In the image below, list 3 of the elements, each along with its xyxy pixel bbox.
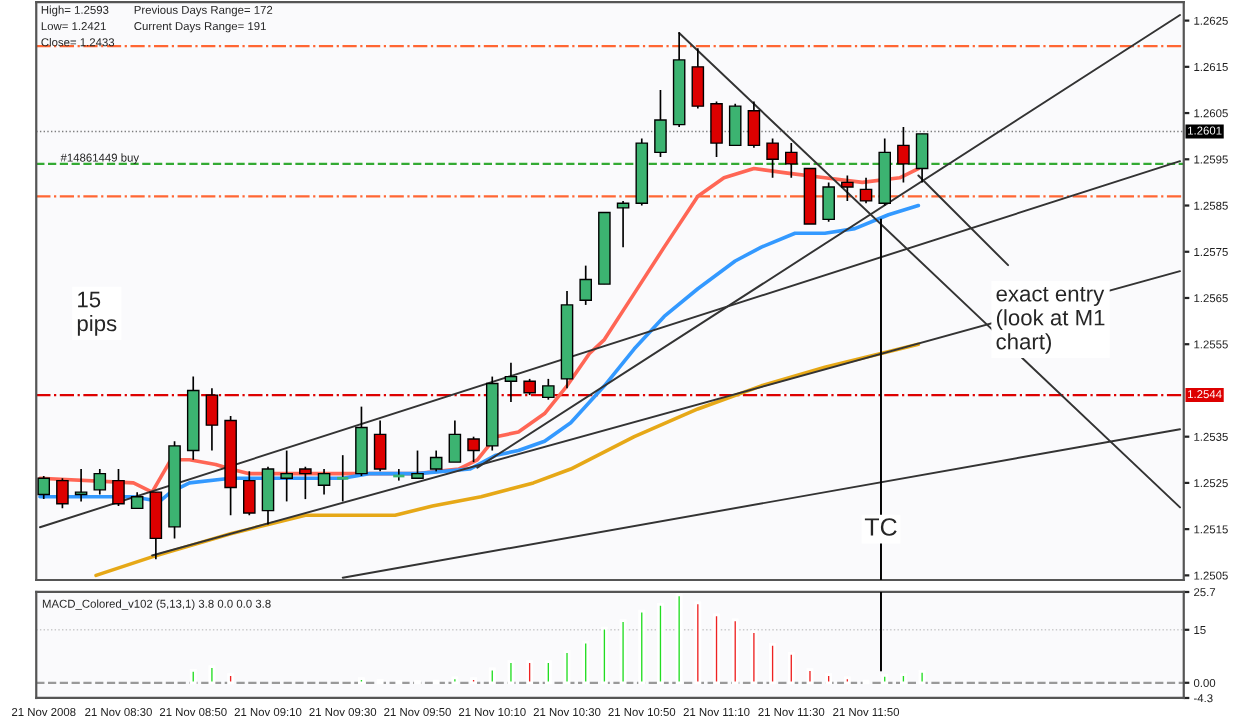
annotation: exact entry (look at M1 chart) xyxy=(996,287,1105,354)
annotation: TC xyxy=(864,518,897,536)
annotation: 15 pips xyxy=(77,291,117,336)
